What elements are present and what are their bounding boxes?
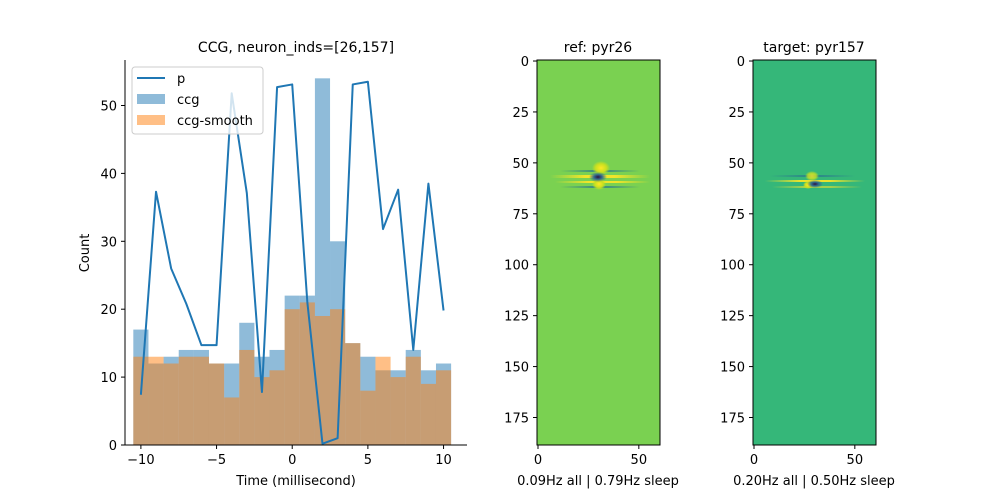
y-tick-label: 50 (512, 157, 529, 172)
ccg-smooth-bar (390, 377, 406, 445)
ccg-smooth-bar (299, 302, 315, 445)
y-tick-label: 50 (100, 99, 117, 114)
x-tick-label: −5 (207, 453, 226, 468)
ccg-smooth-bar (254, 377, 270, 445)
ccg-ticks: −10 −5 0 5 10 0 10 20 30 40 50 (100, 99, 451, 468)
ref-title: ref: pyr26 (564, 40, 632, 56)
y-tick-label: 25 (512, 106, 529, 121)
ccg-ylabel: Count (78, 234, 93, 273)
y-tick-label: 175 (504, 412, 529, 427)
p-line (139, 80, 445, 445)
x-tick-label: 10 (435, 453, 452, 468)
ccg-smooth-bar (193, 356, 209, 445)
ccg-smooth-bar (163, 363, 179, 445)
ccg-smooth-bar (405, 356, 421, 445)
ccg-panel: CCG, neuron_inds=[26,157] −10 −5 0 5 10 0 10 20… (78, 40, 467, 489)
x-tick-label: −10 (127, 453, 154, 468)
ccg-smooth-bar (133, 356, 149, 445)
ccg-smooth-bar (345, 343, 361, 445)
y-tick-label: 125 (720, 310, 745, 325)
y-tick-label: 75 (512, 208, 529, 223)
y-tick-label: 50 (728, 157, 745, 172)
ccg-smooth-bar (208, 363, 225, 445)
ccg-bars (133, 78, 452, 445)
target-heatmap-image (752, 59, 877, 446)
ccg-xlabel: Time (millisecond) (235, 474, 356, 489)
ccg-smooth-bar (420, 383, 436, 445)
ccg-smooth-bar (239, 349, 255, 445)
x-tick-label: 0 (288, 453, 296, 468)
target-heatmap-panel: target: pyr157 0 50 0 25 50 75 100 125 150 175 0.… (720, 40, 895, 489)
target-xlabel: 0.20Hz all | 0.50Hz sleep (733, 474, 895, 489)
ref-xlabel: 0.09Hz all | 0.79Hz sleep (517, 474, 679, 489)
legend-ccg-label: ccg (177, 93, 200, 108)
y-tick-label: 0 (521, 55, 529, 70)
y-tick-label: 150 (720, 361, 745, 376)
y-tick-label: 175 (720, 412, 745, 427)
ccg-legend: p ccg ccg-smooth (131, 66, 264, 135)
y-tick-label: 40 (100, 167, 117, 182)
legend-ccg-smooth-swatch (137, 115, 165, 125)
y-tick-label: 30 (100, 235, 117, 250)
ccg-title: CCG, neuron_inds=[26,157] (198, 40, 394, 56)
ccg-smooth-bar (360, 390, 376, 445)
ref-activity-blob (550, 161, 650, 190)
legend-ccg-smooth-label: ccg-smooth (177, 114, 253, 129)
ccg-smooth-bar (284, 309, 300, 445)
ccg-smooth-bar (314, 315, 331, 445)
x-tick-label: 5 (364, 453, 372, 468)
ccg-smooth-bar (375, 356, 391, 445)
ccg-smooth-bar (435, 370, 452, 445)
x-tick-label: 50 (631, 453, 648, 468)
ccg-smooth-bar (148, 356, 164, 445)
target-activity-blob (765, 171, 865, 189)
y-tick-label: 10 (100, 371, 117, 386)
y-tick-label: 20 (100, 303, 117, 318)
legend-ccg-swatch (137, 94, 165, 104)
x-tick-label: 50 (847, 453, 864, 468)
ccg-smooth-bar (178, 356, 194, 445)
x-tick-label: 0 (534, 453, 542, 468)
ref-heatmap-image (536, 59, 661, 446)
ccg-smooth-bar (224, 397, 240, 445)
target-title: target: pyr157 (763, 40, 864, 56)
p-line-group (139, 80, 445, 445)
ref-ticks: 0 50 0 25 50 75 100 125 150 175 (504, 55, 647, 468)
legend-p-label: p (177, 72, 185, 87)
y-tick-label: 100 (720, 259, 745, 274)
y-tick-label: 150 (504, 361, 529, 376)
y-tick-label: 100 (504, 259, 529, 274)
y-tick-label: 125 (504, 310, 529, 325)
y-tick-label: 75 (728, 208, 745, 223)
target-ticks: 0 50 0 25 50 75 100 125 150 175 (720, 55, 863, 468)
y-tick-label: 25 (728, 106, 745, 121)
y-tick-label: 0 (737, 55, 745, 70)
x-tick-label: 0 (750, 453, 758, 468)
ccg-smooth-bar (269, 370, 285, 445)
y-tick-label: 0 (109, 439, 117, 454)
ref-heatmap-panel: ref: pyr26 0 50 0 25 50 75 100 125 150 175 0.09Hz… (504, 40, 679, 489)
